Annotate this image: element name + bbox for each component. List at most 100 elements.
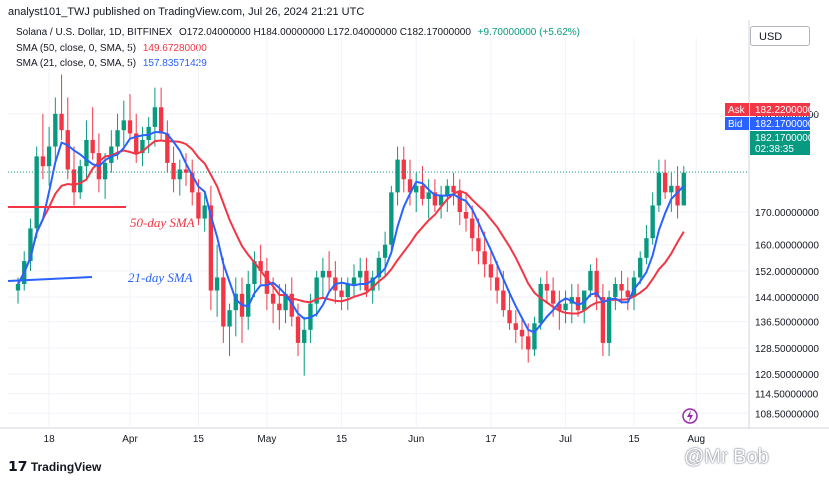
candle-body <box>513 323 518 330</box>
candle-body <box>662 172 668 193</box>
candle <box>326 251 332 291</box>
candle <box>638 251 643 284</box>
candle-body <box>146 126 151 140</box>
watermark: @Mr Bob <box>684 446 769 468</box>
candle <box>152 87 158 147</box>
candle <box>575 284 581 317</box>
candle-body <box>407 179 413 193</box>
candle-body <box>507 310 512 324</box>
currency-selector[interactable]: USD <box>750 26 810 46</box>
candle <box>351 264 357 298</box>
candle <box>40 113 46 180</box>
time-tick-label: 18 <box>44 434 56 445</box>
candle-body <box>538 284 543 324</box>
candle-body <box>451 185 456 193</box>
candle-body <box>606 297 612 343</box>
candle-body <box>121 120 126 131</box>
candle-body <box>246 284 251 317</box>
candle-body <box>582 290 587 311</box>
candle-body <box>127 120 133 134</box>
candle-body <box>600 297 606 343</box>
candle <box>389 185 394 252</box>
candle <box>656 159 662 212</box>
candle-body <box>227 310 232 327</box>
candle <box>320 257 326 298</box>
candle-body <box>196 192 201 219</box>
candle-body <box>351 277 357 284</box>
candle-body <box>532 323 537 350</box>
time-tick-label: 17 <box>485 434 497 445</box>
price-tick-label: 114.50000000 <box>755 390 819 401</box>
candle <box>613 277 618 311</box>
candle <box>488 251 494 291</box>
ask-tab <box>725 103 749 116</box>
candle-body <box>557 303 562 311</box>
candle <box>382 231 388 278</box>
candle <box>171 146 176 193</box>
lightning-icon <box>682 408 698 424</box>
last-price-box <box>750 131 810 155</box>
price-tick-label: 120.50000000 <box>755 370 819 381</box>
sma50-line <box>17 139 685 315</box>
price-tick-label: 128.50000000 <box>755 344 819 355</box>
tradingview-logo[interactable]: 𝟭𝟳 TradingView <box>8 458 101 475</box>
bid-price-label: 182.17000000 <box>755 119 819 130</box>
time-tick-label: Aug <box>687 434 705 445</box>
candle <box>177 159 182 196</box>
candle-body <box>463 212 469 219</box>
candle-body <box>320 270 326 278</box>
candle <box>625 277 630 311</box>
candle <box>134 113 139 163</box>
candle-body <box>15 284 21 291</box>
price-tick-label: 144.00000000 <box>755 293 819 304</box>
candle-body <box>563 303 568 311</box>
candle-body <box>339 290 344 298</box>
candle-body <box>438 195 444 206</box>
header-text: analyst101_TWJ published on TradingView.… <box>8 6 365 18</box>
candle <box>345 277 350 311</box>
candle-body <box>594 270 599 298</box>
candle-body <box>550 290 556 304</box>
candle <box>563 290 568 324</box>
candle <box>470 205 475 252</box>
candle-body <box>650 205 655 239</box>
candle-body <box>488 264 494 278</box>
candle <box>53 97 58 163</box>
candle <box>15 277 21 304</box>
candle-body <box>519 329 525 337</box>
candle-body <box>501 290 506 311</box>
time-tick-label: 15 <box>193 434 205 445</box>
candle-body <box>202 205 207 219</box>
candle <box>46 126 52 186</box>
candle <box>246 270 251 330</box>
bid-tab <box>725 117 749 130</box>
time-tick-label: 15 <box>336 434 348 445</box>
candle <box>662 159 668 199</box>
candle <box>588 264 593 298</box>
candle-body <box>46 146 52 167</box>
ohlc-values: O172.04000000 H184.00000000 L172.0400000… <box>178 27 471 38</box>
lightning-icon-ring <box>682 408 698 424</box>
candle-body <box>152 107 158 127</box>
tv-logo-icon: 𝟭𝟳 <box>8 458 28 474</box>
sma50-legend-row[interactable]: SMA (50, close, 0, SMA, 5) 149.67280000 <box>16 43 207 54</box>
candle-body <box>575 297 581 311</box>
candle <box>395 146 400 206</box>
candle <box>277 284 282 330</box>
last-price-label: 182.17000000 <box>755 133 819 144</box>
candle <box>28 218 33 271</box>
candle <box>233 277 238 337</box>
candle-body <box>669 185 674 193</box>
candle-body <box>644 238 649 258</box>
sma21-legend-row[interactable]: SMA (21, close, 0, SMA, 5) 157.83571429 <box>16 58 207 69</box>
candle-body <box>233 293 238 311</box>
candle-body <box>476 238 481 252</box>
candle <box>463 192 469 232</box>
candle <box>513 310 518 343</box>
candle-body <box>208 205 214 291</box>
time-tick-label: Jun <box>408 434 424 445</box>
candle <box>606 290 612 356</box>
candle <box>650 192 655 245</box>
candle <box>600 284 606 356</box>
